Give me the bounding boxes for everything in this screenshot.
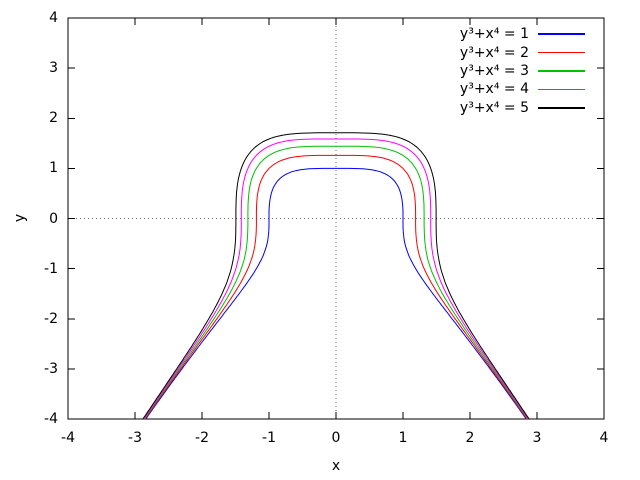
contour-curve-level-3 <box>143 145 529 420</box>
y-tick-label: -3 <box>44 360 58 377</box>
y-tick-label: 3 <box>49 60 58 77</box>
x-tick-label: -1 <box>262 430 276 446</box>
x-tick-label: -4 <box>61 430 75 446</box>
contour-curve-level-4 <box>143 138 529 420</box>
contour-curve-level-1 <box>145 167 527 420</box>
legend-line-sample <box>538 33 585 35</box>
contour-curve-level-2 <box>144 154 528 420</box>
legend-entry: y³+x⁴ = 5 <box>460 99 585 117</box>
legend-entry: y³+x⁴ = 1 <box>460 25 585 43</box>
y-tick-label: 4 <box>49 10 58 26</box>
legend-line-sample <box>538 70 585 72</box>
x-tick-label: 0 <box>331 430 341 446</box>
legend-label: y³+x⁴ = 5 <box>459 99 529 116</box>
y-tick-label: 0 <box>49 210 58 227</box>
y-axis-label: y <box>12 213 28 223</box>
legend-label: y³+x⁴ = 3 <box>459 62 529 79</box>
x-tick-label: -2 <box>195 430 209 446</box>
legend-label: y³+x⁴ = 2 <box>459 44 529 61</box>
x-tick-label: 4 <box>599 430 609 446</box>
y-tick-label: -1 <box>44 260 58 277</box>
legend-entry: y³+x⁴ = 2 <box>460 43 585 61</box>
x-axis-label: x <box>331 458 341 474</box>
y-tick-label: 1 <box>49 160 58 177</box>
y-tick-label: 2 <box>49 110 58 127</box>
legend-entry: y³+x⁴ = 4 <box>460 80 585 98</box>
x-tick-label: 3 <box>532 430 542 446</box>
x-tick-label: -3 <box>128 430 142 446</box>
legend-line-sample <box>538 88 585 91</box>
y-tick-label: -2 <box>44 310 58 327</box>
contour-curve-level-5 <box>142 132 530 420</box>
y-tick-label: -4 <box>44 411 58 427</box>
legend-line-sample <box>538 107 585 109</box>
x-tick-label: 2 <box>465 430 475 446</box>
axis-ticks <box>67 17 605 420</box>
legend-label: y³+x⁴ = 1 <box>459 26 529 43</box>
legend: y³+x⁴ = 1 y³+x⁴ = 2 y³+x⁴ = 3 y³+x⁴ = 4 … <box>460 25 585 117</box>
x-tick-label: 1 <box>398 430 408 446</box>
legend-label: y³+x⁴ = 4 <box>459 81 529 98</box>
legend-line-sample <box>538 51 585 54</box>
zero-axes-dotted <box>68 18 604 419</box>
legend-entry: y³+x⁴ = 3 <box>460 62 585 80</box>
